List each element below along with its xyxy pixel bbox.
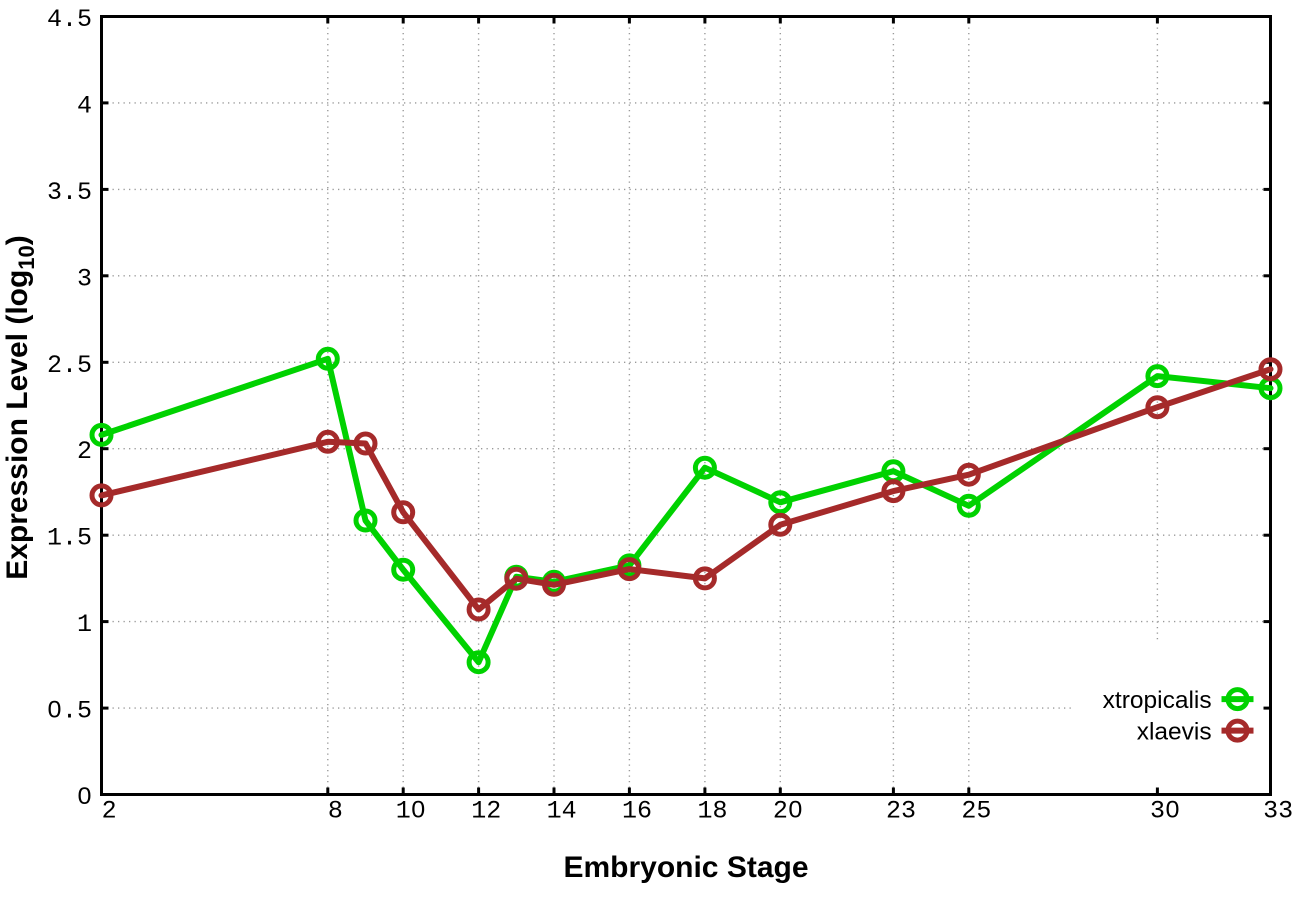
svg-text:16: 16: [622, 797, 652, 826]
svg-text:8: 8: [328, 797, 343, 826]
svg-text:2: 2: [77, 437, 92, 466]
svg-text:14: 14: [547, 797, 577, 826]
svg-text:25: 25: [961, 797, 991, 826]
svg-text:10: 10: [396, 797, 426, 826]
svg-text:2: 2: [102, 797, 117, 826]
svg-text:Expression Level (log10): Expression Level (log10): [1, 235, 39, 580]
svg-text:30: 30: [1150, 797, 1180, 826]
svg-text:1: 1: [77, 610, 92, 639]
svg-text:xlaevis: xlaevis: [1137, 718, 1212, 745]
svg-text:3: 3: [77, 264, 92, 293]
svg-text:3.5: 3.5: [47, 178, 92, 207]
svg-text:33: 33: [1263, 797, 1293, 826]
svg-text:Embryonic Stage: Embryonic Stage: [563, 851, 808, 884]
svg-text:1.5: 1.5: [47, 524, 92, 553]
svg-text:23: 23: [886, 797, 916, 826]
svg-text:4: 4: [77, 91, 92, 120]
svg-text:12: 12: [471, 797, 501, 826]
svg-text:20: 20: [773, 797, 803, 826]
svg-text:18: 18: [697, 797, 727, 826]
svg-text:2.5: 2.5: [47, 351, 92, 380]
svg-text:xtropicalis: xtropicalis: [1103, 687, 1212, 714]
svg-text:4.5: 4.5: [47, 5, 92, 34]
